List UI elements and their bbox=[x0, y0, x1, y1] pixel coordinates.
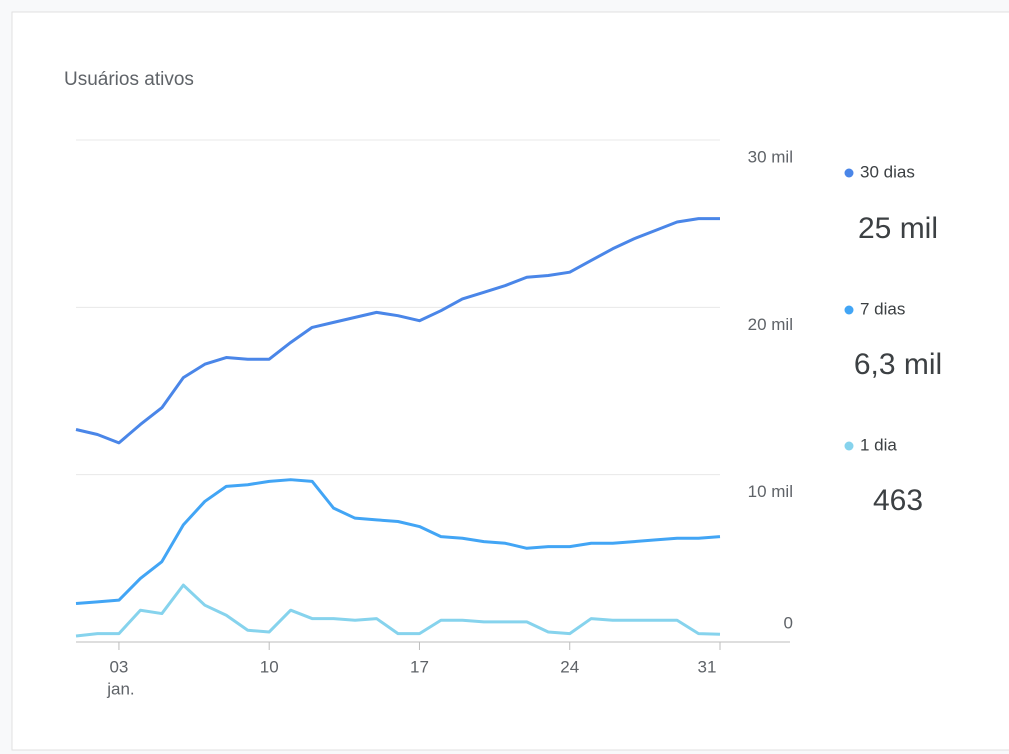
series-line bbox=[75, 478, 721, 606]
summary-value: 25 mil bbox=[858, 212, 938, 245]
y-tick-label: 0 bbox=[784, 613, 793, 632]
x-tick-label: 17 bbox=[410, 657, 429, 676]
summary-value: 463 bbox=[873, 484, 923, 517]
y-tick-label: 30 mil bbox=[748, 147, 793, 166]
series-line bbox=[75, 217, 720, 445]
legend-dot bbox=[844, 168, 854, 178]
legend-dot bbox=[844, 441, 854, 451]
legend-label: 30 dias bbox=[860, 162, 915, 181]
legend-label: 7 dias bbox=[860, 299, 905, 318]
y-tick-label: 20 mil bbox=[748, 315, 793, 334]
x-tick-label: 24 bbox=[560, 657, 579, 676]
x-tick-label: 10 bbox=[260, 657, 279, 676]
legend-label: 1 dia bbox=[860, 435, 897, 454]
series-line bbox=[75, 583, 721, 638]
x-month-label: jan. bbox=[106, 679, 134, 698]
summary-value: 6,3 mil bbox=[854, 348, 942, 381]
legend-dot bbox=[844, 305, 854, 315]
chart-title: Usuários ativos bbox=[64, 69, 194, 90]
card bbox=[11, 11, 1009, 751]
x-tick-label: 03 bbox=[109, 657, 128, 676]
x-tick-label: 31 bbox=[698, 657, 717, 676]
y-tick-label: 10 mil bbox=[748, 482, 793, 501]
